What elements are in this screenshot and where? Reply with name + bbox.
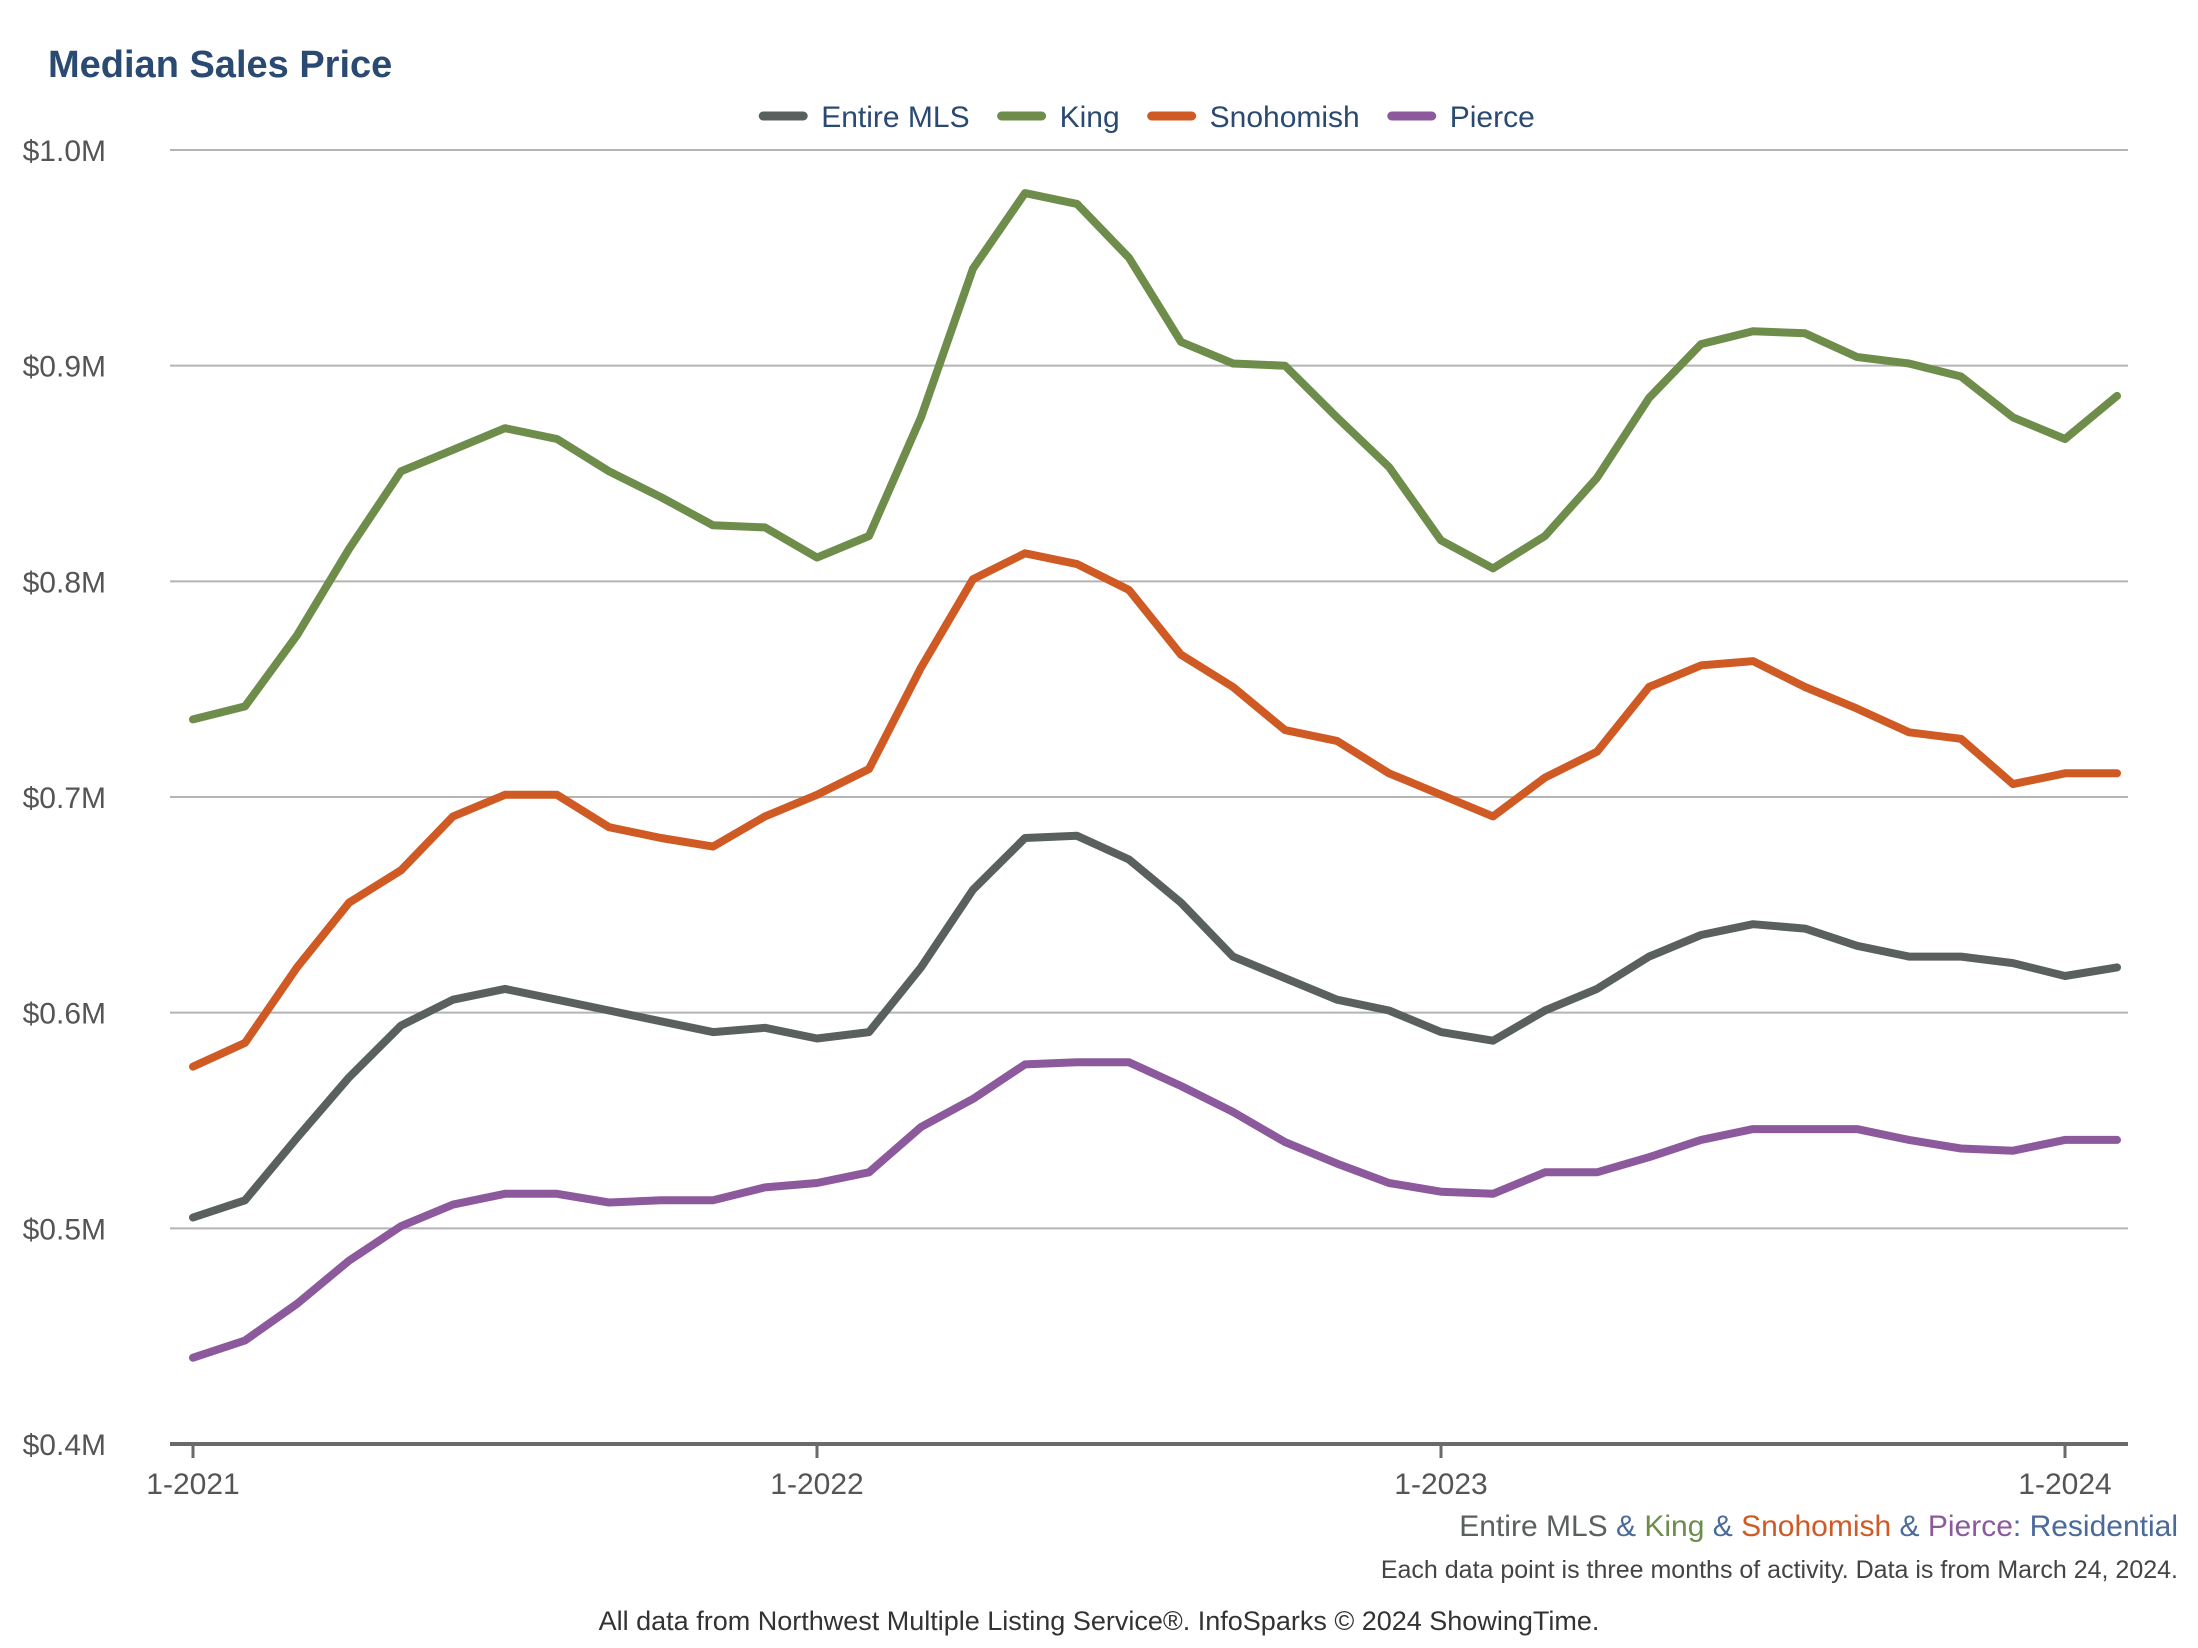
footer-subtitle-part: Entire MLS [1459,1510,1607,1543]
y-axis-tick-labels: $1.0M $0.9M $0.8M $0.7M $0.6M $0.5M $0.4M [23,135,106,1462]
y-tick-label: $0.9M [23,351,106,384]
grid-lines [170,149,2128,1230]
y-tick-label: $0.5M [23,1213,106,1246]
footer-note: Each data point is three months of activ… [1381,1556,2178,1584]
x-tick-label: 1-2021 [146,1468,239,1501]
legend-item: Pierce [1387,101,1535,134]
series-line-entire-mls [189,831,2121,1222]
series-line-pierce [189,1058,2121,1362]
legend-item: Snohomish [1147,101,1360,134]
chart-title: Median Sales Price [48,44,392,86]
legend: Entire MLS King Snohomish Pierce [758,101,1535,134]
legend-label: Pierce [1450,101,1535,134]
footer-subtitle-part: Pierce [1928,1510,2013,1543]
footer-subtitle-part: & [1704,1510,1741,1543]
footer-subtitle-part: & [1891,1510,1928,1543]
x-tick-label: 1-2023 [1394,1468,1487,1501]
legend-item: Entire MLS [758,101,970,134]
y-tick-label: $0.7M [23,782,106,815]
footer-subtitle-part: & [1608,1510,1645,1543]
series-line-king [189,189,2121,724]
footer-credit: All data from Northwest Multiple Listing… [599,1606,1600,1636]
series-line-snohomish [189,549,2121,1071]
y-tick-label: $0.8M [23,566,106,599]
y-tick-label: $0.6M [23,998,106,1031]
legend-label: King [1060,101,1120,134]
footer-subtitle: Entire MLS & King & Snohomish & Pierce: … [1459,1510,2178,1543]
x-tick-label: 1-2024 [2018,1468,2111,1501]
y-tick-label: $1.0M [23,135,106,168]
footer-subtitle-part: : Residential [2013,1510,2178,1543]
x-axis: 1-2021 1-2022 1-2023 1-2024 [146,1442,2128,1501]
y-tick-label: $0.4M [23,1429,106,1462]
footer-subtitle-part: King [1644,1510,1704,1543]
footer-subtitle-part: Snohomish [1741,1510,1891,1543]
legend-item: King [997,101,1120,134]
legend-label: Snohomish [1210,101,1360,134]
x-tick-label: 1-2022 [770,1468,863,1501]
series-lines [189,189,2121,1362]
legend-label: Entire MLS [821,101,969,134]
